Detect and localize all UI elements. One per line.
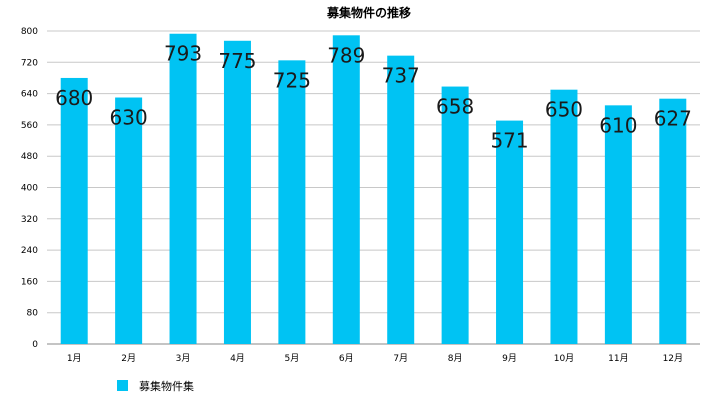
bars: [60, 33, 687, 345]
y-tick-label: 0: [32, 340, 38, 350]
y-tick-label: 560: [21, 121, 38, 131]
x-tick-label: 9月: [502, 353, 517, 364]
data-label: 737: [382, 64, 420, 88]
x-axis-ticks: 1月 2月 3月 4月 5月 6月 7月 8月 9月 10月 11月 12月: [67, 353, 683, 364]
gridlines: [47, 30, 700, 345]
data-label: 571: [490, 129, 528, 153]
x-tick-label: 7月: [393, 353, 408, 364]
x-tick-label: 5月: [285, 353, 300, 364]
legend-swatch: [117, 380, 128, 391]
bar: [387, 55, 415, 345]
data-label: 775: [218, 49, 256, 73]
chart-title: 募集物件の推移: [326, 5, 411, 20]
bar: [550, 89, 578, 344]
y-axis-ticks: 0 80 160 240 320 400 480 560 640 720 800: [21, 27, 38, 350]
data-label: 627: [654, 107, 692, 131]
y-tick-label: 320: [21, 215, 38, 225]
legend-label: 募集物件集: [139, 379, 194, 393]
bar: [278, 60, 306, 344]
data-label: 789: [327, 43, 365, 67]
y-tick-label: 800: [21, 27, 38, 37]
bar: [115, 97, 143, 344]
bar: [60, 77, 88, 344]
bar: [496, 120, 524, 344]
data-label: 650: [545, 98, 583, 122]
y-tick-label: 720: [21, 58, 38, 68]
x-tick-label: 2月: [121, 353, 136, 364]
legend: 募集物件集: [117, 379, 194, 393]
y-tick-label: 640: [21, 90, 38, 100]
data-label: 630: [110, 106, 148, 130]
x-tick-label: 4月: [230, 353, 245, 364]
y-tick-label: 400: [21, 184, 38, 194]
y-tick-label: 240: [21, 246, 38, 256]
bar: [332, 35, 360, 345]
data-label: 793: [164, 42, 202, 66]
data-label: 658: [436, 95, 474, 119]
data-label: 680: [55, 86, 93, 110]
bar: [223, 40, 251, 344]
data-label: 610: [599, 113, 637, 137]
x-tick-label: 12月: [663, 353, 683, 364]
x-tick-label: 10月: [554, 353, 574, 364]
x-tick-label: 8月: [448, 353, 463, 364]
x-tick-label: 6月: [339, 353, 354, 364]
y-tick-label: 80: [27, 309, 39, 319]
bar: [604, 105, 632, 345]
x-tick-label: 11月: [608, 353, 628, 364]
bar: [169, 33, 197, 345]
y-tick-label: 480: [21, 152, 38, 162]
bar: [441, 86, 469, 345]
data-label: 725: [273, 68, 311, 92]
bar: [659, 98, 687, 344]
x-tick-label: 3月: [176, 353, 191, 364]
y-tick-label: 160: [21, 277, 38, 287]
data-labels: 680 630 793 775 725 789 737 658 571 650 610 627: [55, 42, 692, 153]
x-tick-label: 1月: [67, 353, 82, 364]
